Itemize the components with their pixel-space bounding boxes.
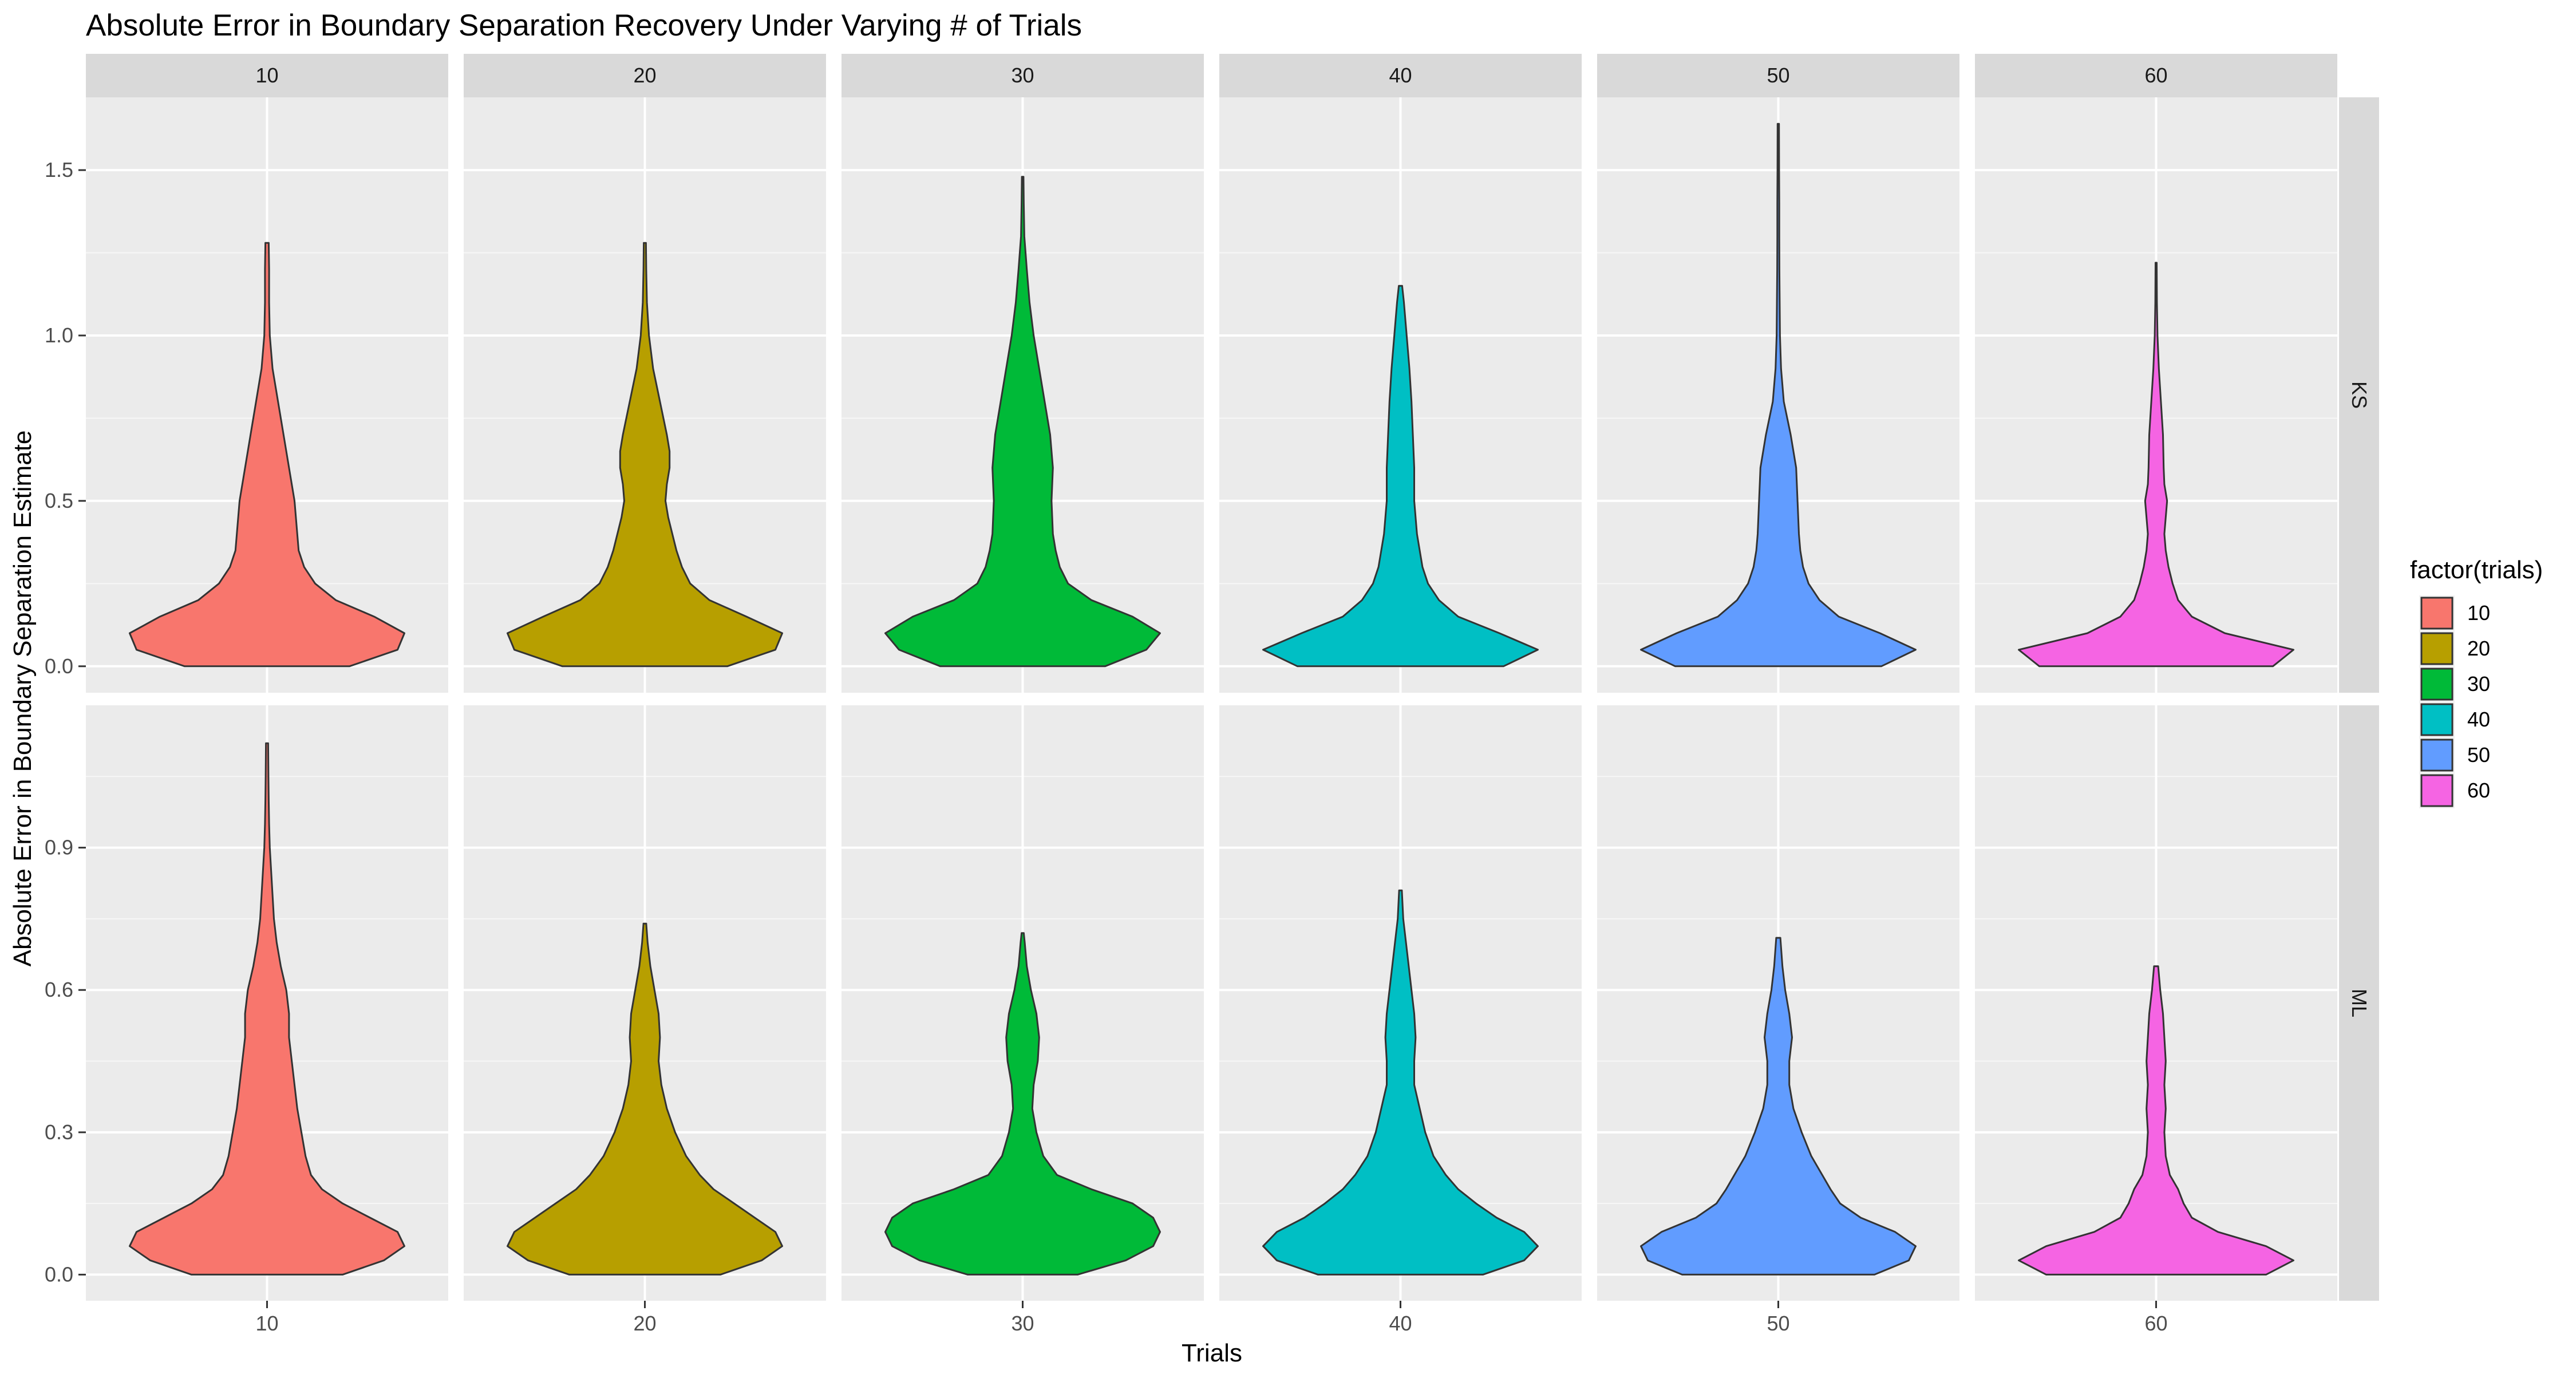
facet-column-label: 10: [255, 64, 278, 87]
violin-ml-40: [1262, 889, 1539, 1276]
violin-ks-60: [2018, 262, 2294, 668]
facet-column-strip: [1597, 54, 1959, 97]
facet-row-strip: [2339, 97, 2379, 693]
violin-ks-40: [1262, 285, 1539, 668]
violin-ml-30: [884, 932, 1161, 1276]
y-tick-label: 0.6: [45, 978, 73, 1001]
violin-ml-50: [1640, 937, 1917, 1276]
violin-ks-30: [884, 176, 1161, 668]
legend-key: [2420, 774, 2453, 807]
legend-key: [2420, 668, 2453, 701]
legend-label: 20: [2467, 637, 2490, 660]
facet-column-strip: [1219, 54, 1582, 97]
x-tick-label: 40: [1389, 1312, 1412, 1335]
x-tick-label: 30: [1011, 1312, 1034, 1335]
violin-ml-60: [2018, 965, 2294, 1276]
chart-title: Absolute Error in Boundary Separation Re…: [86, 9, 1082, 42]
violin-ks-20: [507, 242, 783, 668]
facet-panels: 0.0 0.5 1.0 1.5 KS 10 20 30 40 50 60 0.0 0.3 0.6 0.9 ML…: [45, 54, 2379, 1335]
facet-column-strip: [1975, 54, 2337, 97]
facet-column-label: 50: [1767, 64, 1789, 87]
facet-row-strip: [2339, 705, 2379, 1301]
legend: factor(trials) 10 20 30 40 50 60: [2410, 556, 2543, 808]
y-axis-title: Absolute Error in Boundary Separation Es…: [9, 431, 37, 967]
y-tick-label: 0.3: [45, 1120, 73, 1144]
legend-label: 60: [2467, 779, 2490, 802]
legend-label: 30: [2467, 672, 2490, 696]
violin-ks-50: [1640, 123, 1917, 668]
x-tick-label: 10: [255, 1312, 278, 1335]
legend-key: [2420, 703, 2453, 736]
facet-column-label: 20: [633, 64, 656, 87]
facet-column-label: 40: [1389, 64, 1412, 87]
x-tick-label: 60: [2144, 1312, 2167, 1335]
y-tick-label: 0.0: [45, 654, 73, 678]
facet-column-strip: [841, 54, 1204, 97]
y-tick-label: 1.0: [45, 323, 73, 347]
facet-row-label: ML: [2348, 989, 2371, 1017]
y-tick-label: 0.9: [45, 836, 73, 859]
legend-key: [2420, 632, 2453, 665]
y-tick-label: 0.5: [45, 489, 73, 512]
x-axis-title: Trials: [1182, 1339, 1242, 1367]
facet-row-label: KS: [2348, 381, 2371, 409]
legend-title: factor(trials): [2410, 556, 2543, 584]
legend-key: [2420, 597, 2453, 630]
y-tick-label: 1.5: [45, 158, 73, 181]
y-tick-label: 0.0: [45, 1262, 73, 1286]
x-tick-label: 50: [1767, 1312, 1789, 1335]
legend-label: 50: [2467, 743, 2490, 767]
violin-ks-10: [129, 242, 405, 668]
violin-ml-10: [129, 742, 405, 1276]
x-tick-label: 20: [633, 1312, 656, 1335]
facet-column-label: 60: [2144, 64, 2167, 87]
legend-label: 40: [2467, 708, 2490, 731]
legend-key: [2420, 739, 2453, 772]
facet-column-strip: [464, 54, 826, 97]
legend-label: 10: [2467, 601, 2490, 625]
facet-column-strip: [86, 54, 448, 97]
violin-ml-20: [507, 922, 783, 1276]
facet-column-label: 30: [1011, 64, 1034, 87]
